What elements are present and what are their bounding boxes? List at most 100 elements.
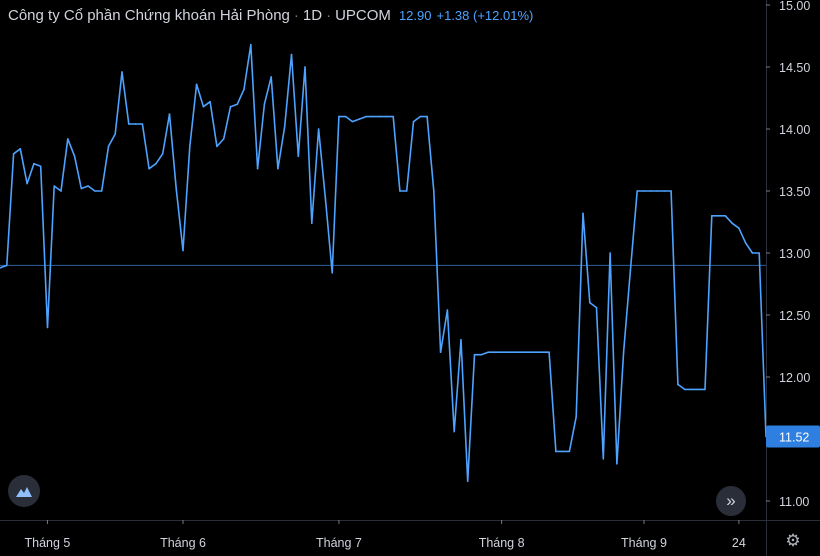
- price-point: [222, 138, 225, 140]
- price-point: [148, 167, 150, 170]
- price-point: [677, 383, 679, 386]
- price-point: [33, 162, 35, 165]
- price-point: [168, 113, 171, 115]
- y-tick-label: 11.00: [779, 495, 809, 509]
- price-point: [351, 120, 354, 123]
- price-point: [256, 167, 259, 170]
- price-point: [588, 301, 591, 304]
- price-point: [155, 162, 157, 165]
- tradingview-logo-button[interactable]: [8, 475, 40, 507]
- price-point: [189, 145, 191, 148]
- price-point: [175, 187, 178, 190]
- price-series-line[interactable]: [0, 43, 767, 483]
- price-point: [100, 190, 103, 192]
- price-point: [758, 252, 761, 254]
- price-point: [473, 353, 476, 356]
- price-point: [195, 83, 198, 86]
- price-point: [250, 43, 252, 46]
- price-point: [87, 185, 89, 187]
- price-point: [270, 76, 272, 78]
- y-tick-label: 14.00: [779, 123, 810, 137]
- x-tick-label: Tháng 8: [479, 536, 525, 550]
- price-point: [66, 138, 69, 140]
- price-point: [297, 155, 300, 158]
- legend-separator: ·: [326, 7, 332, 24]
- price-point: [263, 103, 266, 105]
- y-tick-label: 12.00: [779, 371, 810, 385]
- y-tick-label: 14.50: [779, 61, 810, 75]
- price-point: [405, 190, 408, 192]
- price-point: [643, 190, 645, 192]
- y-tick-label: 13.00: [779, 247, 810, 261]
- price-point: [277, 167, 279, 170]
- price-point: [710, 215, 713, 217]
- price-point: [514, 351, 516, 354]
- price-point: [60, 190, 62, 192]
- price-point: [460, 339, 462, 341]
- price-point: [358, 118, 361, 120]
- price-point: [656, 190, 659, 192]
- time-axis[interactable]: Tháng 5 Tháng 6 Tháng 7 Tháng 8 Tháng 9 24: [0, 520, 820, 550]
- y-tick-label: 12.50: [779, 309, 810, 323]
- price-point: [372, 115, 374, 118]
- price-point: [236, 103, 239, 105]
- price-point: [324, 197, 327, 200]
- price-axis[interactable]: 11.0011.5012.0012.5013.0013.5014.0014.50…: [766, 0, 810, 556]
- price-point: [331, 272, 333, 274]
- scroll-to-realtime-button[interactable]: »: [716, 486, 746, 516]
- price-point: [290, 53, 293, 56]
- price-point: [738, 227, 740, 229]
- price-point: [399, 190, 401, 192]
- price-point: [202, 105, 205, 108]
- price-point: [670, 190, 672, 192]
- price-point: [616, 463, 618, 465]
- price-point: [94, 190, 96, 192]
- price-point: [311, 222, 313, 225]
- price-point: [717, 215, 720, 217]
- price-point: [697, 388, 700, 391]
- price-point: [121, 71, 123, 73]
- price-point: [304, 66, 306, 68]
- last-price-label: 11.52: [779, 431, 809, 445]
- price-point: [744, 242, 747, 244]
- price-point: [704, 388, 706, 391]
- price-point: [426, 115, 428, 118]
- price-point: [521, 351, 523, 354]
- x-tick-label: Tháng 6: [160, 536, 206, 550]
- tradingview-cloud-icon: [16, 487, 32, 497]
- price-point: [378, 115, 381, 118]
- price-point: [636, 190, 639, 192]
- price-point: [114, 133, 117, 135]
- price-point: [629, 269, 632, 272]
- price-point: [433, 190, 435, 192]
- price-point: [412, 120, 415, 123]
- price-change: +1.38 (+12.01%): [436, 8, 534, 23]
- last-price: 12.90: [398, 8, 432, 23]
- price-point: [317, 128, 320, 130]
- price-point: [500, 351, 503, 354]
- price-point: [19, 148, 22, 150]
- price-point: [127, 123, 130, 125]
- price-point: [453, 430, 455, 433]
- x-tick-label: Tháng 7: [316, 536, 362, 550]
- chart-settings-button[interactable]: ⚙: [783, 531, 803, 551]
- price-point: [555, 450, 557, 453]
- price-point: [439, 351, 442, 354]
- interval-label[interactable]: 1D: [302, 7, 323, 24]
- price-point: [229, 105, 232, 108]
- price-point: [649, 190, 652, 192]
- price-point: [161, 153, 164, 155]
- price-point: [419, 115, 422, 118]
- price-point: [663, 190, 666, 192]
- x-tick-label: Tháng 9: [621, 536, 667, 550]
- last-price-label-bg: [766, 425, 820, 448]
- price-point: [494, 351, 496, 354]
- price-point: [751, 252, 754, 254]
- price-point: [46, 326, 49, 329]
- price-point: [595, 306, 598, 309]
- price-point: [0, 267, 1, 269]
- price-point: [731, 222, 733, 225]
- price-point: [690, 388, 693, 391]
- price-point: [683, 388, 686, 391]
